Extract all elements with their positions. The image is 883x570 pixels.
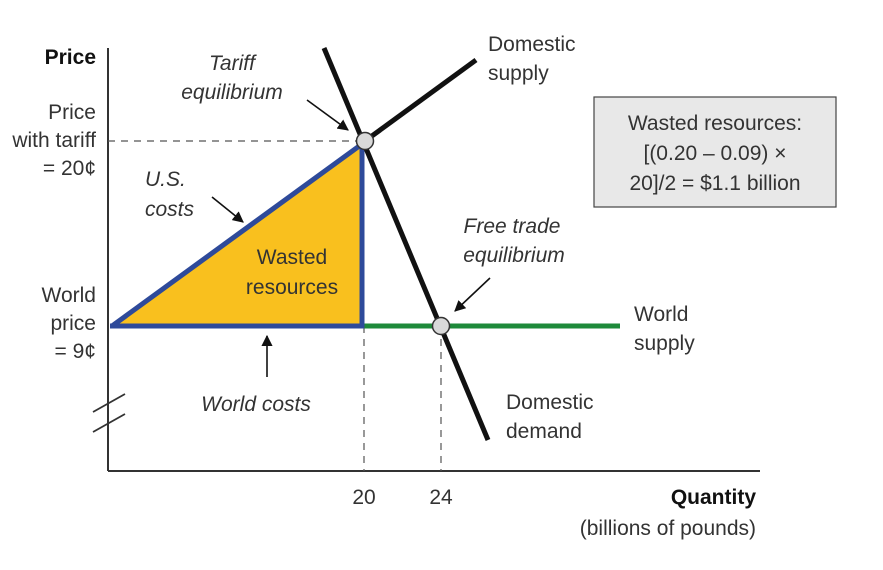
world-supply-label: World [634,303,688,326]
tariff-equilibrium-label: Tariff [209,52,257,75]
y-tick-world-price-line: price [50,312,96,335]
domestic-supply-curve [363,57,478,144]
world-supply-label: supply [634,332,695,355]
x-tick-20: 20 [352,486,375,509]
us-costs-label: costs [145,198,195,221]
us-costs-line [110,141,364,329]
x-axis-unit: (billions of pounds) [580,517,756,540]
x-tick-24: 24 [429,486,453,509]
free-trade-equilibrium-label: Free trade [464,215,561,238]
y-tick-tariff-price-line: Price [48,101,96,124]
y-tick-world-price-line: = 9¢ [55,340,96,363]
tariff-equilibrium-arrow [306,99,349,131]
wasted-resources-label: Wasted [257,246,327,269]
domestic-demand-curve [321,47,491,441]
y-tick-tariff-price-line: with tariff [11,129,96,152]
domestic-demand-label: Domestic [506,391,594,414]
us-costs-arrow [211,196,244,223]
callout-line: Wasted resources: [628,112,802,135]
wasted-resources-callout-box [593,96,837,208]
y-tick-world-price-line: World [42,284,96,307]
axis-break-mark [92,413,126,433]
free-trade-equilibrium-arrow [454,277,491,312]
y-axis-title: Price [45,46,96,69]
wasted-resources-label: resources [246,276,338,299]
callout-line: [(0.20 – 0.09) × [643,142,786,165]
callout-line: 20]/2 = $1.1 billion [629,172,800,195]
tariff-equilibrium-label: equilibrium [181,81,283,104]
domestic-supply-label: Domestic [488,33,576,56]
tariff-equilibrium-point [355,131,375,151]
free-trade-equilibrium-point [431,316,451,336]
axis-break-mark [92,393,126,413]
domestic-supply-label: supply [488,62,549,85]
domestic-demand-label: demand [506,420,582,443]
world-costs-label: World costs [201,393,311,416]
x-axis-title: Quantity [671,486,756,509]
us-costs-label: U.S. [145,168,186,191]
y-tick-tariff-price-line: = 20¢ [43,157,96,180]
free-trade-equilibrium-label: equilibrium [463,244,565,267]
